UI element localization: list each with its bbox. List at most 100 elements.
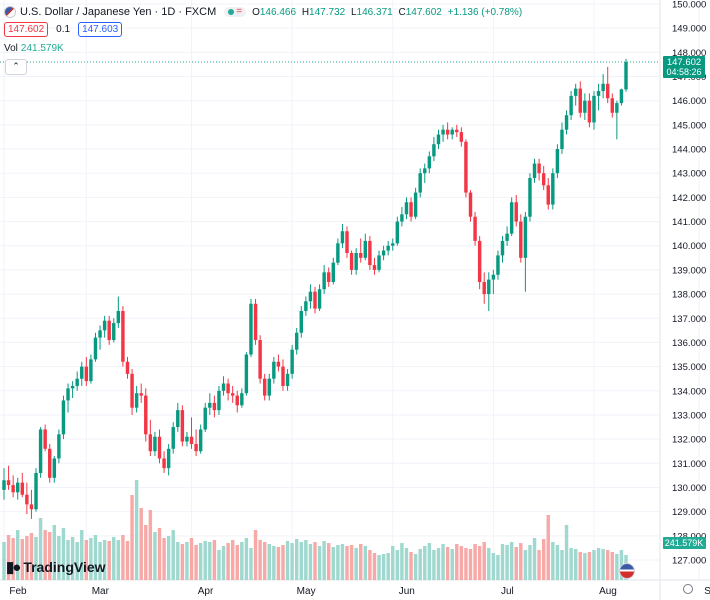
candle-body [89, 359, 93, 382]
price-axis[interactable]: 127.000 128.000 129.000 130.000 131.000 132.0… [672, 0, 706, 567]
volume-bar [70, 537, 75, 580]
candle-body [487, 279, 491, 295]
candle-body [244, 354, 249, 394]
volume-bar [112, 537, 116, 580]
high-value: 147.732 [309, 6, 346, 18]
volume-legend[interactable]: Vol 241.579K [4, 43, 64, 54]
candle-body [116, 311, 121, 324]
sell-button[interactable]: 147.602 [4, 22, 49, 37]
volume-bar [345, 546, 349, 580]
volume-bar [57, 536, 61, 580]
candle-body [281, 366, 285, 386]
candle-body [546, 185, 550, 205]
volume-bar [290, 543, 294, 580]
volume-bar [6, 535, 11, 580]
candle-body [391, 243, 395, 246]
time-tick-label: Apr [198, 586, 214, 597]
last-price-badge: 147.602 04:58:26 [663, 56, 705, 78]
candle-body [541, 173, 546, 186]
candle-body [500, 240, 505, 256]
volume-bar [455, 544, 459, 580]
volume-bar [441, 544, 445, 580]
tradingview-logo-icon: ▮● [6, 559, 21, 576]
candle-body [221, 383, 226, 391]
volume-bar [258, 540, 262, 580]
candle-body [564, 115, 569, 130]
candle-body [400, 214, 404, 222]
candle-body [11, 485, 15, 493]
candle-body [171, 427, 175, 449]
candle-body [294, 332, 299, 350]
volume-bar [569, 548, 573, 580]
volume-bar [322, 541, 326, 580]
collapse-legend-button[interactable]: ⌃ [5, 59, 27, 75]
price-tick-label: 130.000 [672, 483, 706, 494]
candle-body [610, 98, 614, 113]
time-axis[interactable]: Feb Mar Apr May Jun Jul Aug Sep [9, 586, 710, 597]
candle-body [212, 402, 217, 411]
volume-bar [391, 546, 395, 580]
close-value: 147.602 [405, 6, 442, 18]
candle-body [249, 303, 253, 355]
low-value: 146.371 [356, 6, 393, 18]
candle-body [377, 255, 381, 270]
us-flag-icon[interactable] [619, 563, 635, 579]
spread-value: 0.1 [56, 24, 71, 35]
gear-icon[interactable] [683, 584, 693, 594]
candle-body [349, 252, 354, 270]
volume-bar [185, 542, 189, 580]
time-tick-label: Jun [399, 586, 415, 597]
candle-body [569, 95, 573, 116]
volume-bar [459, 546, 464, 580]
volume-bar [395, 550, 400, 580]
candle-body [532, 163, 537, 179]
candle-body [102, 320, 107, 331]
symbol-header: U.S. Dollar / Japanese Yen · 1D · FXCM =… [4, 4, 522, 20]
candle-body [185, 436, 189, 442]
price-tick-label: 132.000 [672, 435, 706, 446]
price-tick-label: 141.000 [672, 217, 706, 228]
currency-flag-icon [4, 6, 16, 18]
volume-bar [450, 549, 454, 580]
volume-bar [409, 552, 413, 580]
price-tick-label: 145.000 [672, 120, 706, 131]
candle-body [336, 243, 340, 263]
volume-bar [551, 542, 555, 580]
candle-body [523, 216, 528, 258]
candle-body [436, 134, 441, 145]
volume-bar [436, 548, 441, 580]
candle-body [596, 91, 601, 96]
volume-bar [2, 542, 6, 580]
candle-body [61, 400, 66, 435]
candle-body [203, 407, 207, 430]
buy-button[interactable]: 147.603 [78, 22, 123, 37]
volume-bar [473, 544, 477, 580]
volume-bar [615, 554, 619, 580]
tradingview-logo[interactable]: ▮● TradingView [6, 558, 106, 576]
volume-bar [464, 548, 468, 580]
price-tick-label: 139.000 [672, 265, 706, 276]
symbol-title[interactable]: U.S. Dollar / Japanese Yen · 1D · FXCM [20, 6, 217, 18]
volume-bar [43, 530, 47, 580]
time-tick-label: Aug [599, 586, 617, 597]
volume-bar [541, 539, 546, 580]
candle-body [2, 480, 6, 490]
volume-bar [121, 535, 125, 580]
volume-bar [578, 552, 582, 580]
volume-bar [61, 528, 66, 580]
candle-body [372, 265, 377, 270]
price-tick-label: 140.000 [672, 241, 706, 252]
volume-bar [573, 549, 578, 580]
volume-bar [505, 545, 509, 580]
volume-bar [317, 546, 322, 580]
candle-body [299, 311, 303, 333]
candle-body [226, 383, 230, 394]
volume-bar [519, 543, 523, 580]
market-status-toggle[interactable]: = [224, 7, 247, 17]
candles [2, 58, 628, 519]
volume-bar [596, 548, 601, 580]
volume-bar [89, 538, 93, 580]
candle-body [262, 378, 267, 396]
volume-bar [327, 543, 331, 580]
